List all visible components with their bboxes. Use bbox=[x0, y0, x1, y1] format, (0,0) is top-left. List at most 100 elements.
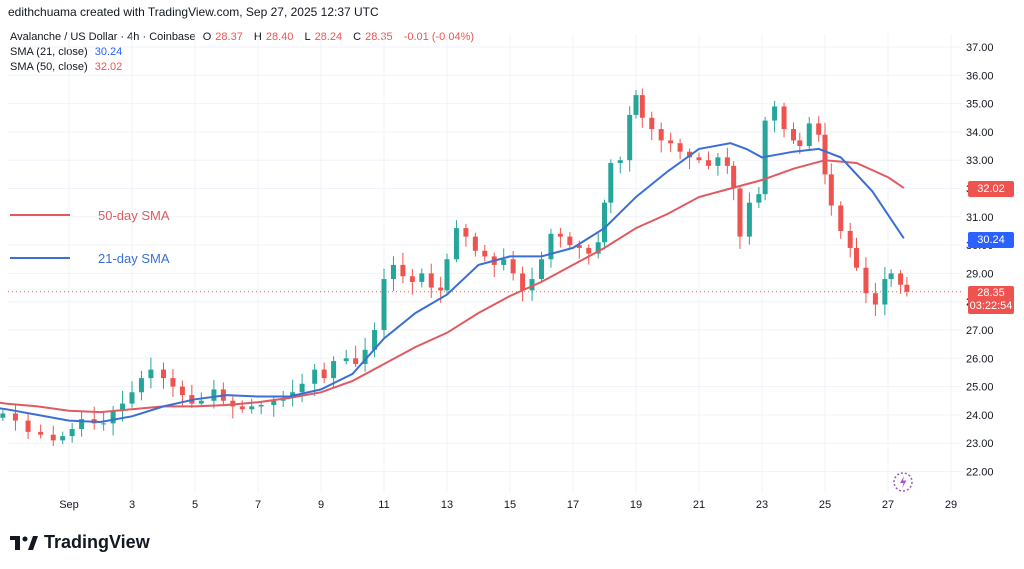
sma50-price-tag: 32.02 bbox=[968, 181, 1014, 197]
candle bbox=[12, 405, 18, 431]
candle-body bbox=[882, 279, 888, 305]
x-axis: Sep 3 5 7 9 11 13 15 17 19 21 23 25 27 29 bbox=[59, 499, 957, 511]
candle-body bbox=[731, 165, 737, 189]
ohlc-close-value: 28.35 bbox=[365, 31, 393, 43]
candle-body bbox=[595, 242, 601, 254]
candle bbox=[138, 370, 144, 401]
candle-body bbox=[797, 140, 803, 147]
tradingview-logo[interactable]: TradingView bbox=[10, 532, 150, 553]
x-tick-label: 27 bbox=[882, 499, 894, 511]
candle-body bbox=[608, 163, 614, 203]
candle-body bbox=[120, 403, 126, 411]
candle bbox=[444, 253, 450, 295]
candle bbox=[898, 270, 904, 294]
candle bbox=[838, 201, 844, 239]
sma21-line bbox=[0, 142, 905, 424]
candle bbox=[463, 223, 469, 247]
chart-grid bbox=[8, 34, 962, 492]
candle-body bbox=[101, 423, 107, 425]
last-price-value: 28.35 bbox=[977, 287, 1005, 299]
candle bbox=[520, 266, 526, 302]
candle-body bbox=[343, 358, 349, 362]
y-tick-label: 34.00 bbox=[966, 127, 994, 139]
candle-body bbox=[79, 419, 85, 430]
y-tick-label: 37.00 bbox=[966, 42, 994, 54]
alert-clock-icon[interactable] bbox=[893, 472, 913, 492]
chart-annotations: 50-day SMA 21-day SMA bbox=[10, 208, 170, 266]
y-tick-label: 27.00 bbox=[966, 325, 994, 337]
candle-body bbox=[617, 160, 623, 164]
candle bbox=[353, 345, 359, 368]
y-tick-label: 26.00 bbox=[966, 353, 994, 365]
candle bbox=[249, 398, 255, 414]
candle bbox=[290, 379, 296, 407]
candle-body bbox=[299, 383, 305, 393]
candle bbox=[60, 431, 66, 445]
x-tick-label: 11 bbox=[378, 499, 389, 511]
candle bbox=[472, 232, 478, 257]
candle bbox=[668, 132, 674, 153]
y-tick-label: 35.00 bbox=[966, 99, 994, 111]
candle-body bbox=[576, 245, 582, 248]
candle bbox=[79, 410, 85, 437]
candle bbox=[343, 349, 349, 365]
sma50-annotation-label: 50-day SMA bbox=[98, 208, 170, 223]
candle bbox=[189, 384, 195, 408]
sma21-label: SMA (21, close) bbox=[10, 46, 88, 58]
candle bbox=[299, 373, 305, 403]
candle-body bbox=[239, 406, 245, 410]
legend-sma50-row[interactable]: SMA (50, close) 32.02 bbox=[10, 60, 478, 75]
candle-body bbox=[602, 202, 607, 243]
candle-body bbox=[482, 250, 488, 257]
candle-body bbox=[557, 233, 563, 237]
candle bbox=[816, 116, 822, 143]
candle bbox=[617, 156, 623, 174]
candle-body bbox=[822, 134, 828, 175]
x-tick-label: 29 bbox=[945, 499, 957, 511]
candle bbox=[321, 362, 327, 384]
y-tick-label: 33.00 bbox=[966, 155, 994, 167]
candle bbox=[828, 163, 834, 216]
candle-body bbox=[198, 400, 204, 404]
candle-body bbox=[633, 95, 639, 115]
candle-body bbox=[129, 392, 135, 404]
legend-sma21-row[interactable]: SMA (21, close) 30.24 bbox=[10, 45, 478, 60]
candle-body bbox=[25, 420, 31, 432]
candle bbox=[25, 414, 31, 439]
candle bbox=[0, 410, 6, 421]
candle-body bbox=[627, 114, 633, 161]
candle bbox=[390, 256, 396, 291]
x-tick-label: 5 bbox=[192, 499, 198, 511]
candle-body bbox=[60, 436, 66, 441]
candle bbox=[428, 263, 434, 298]
sma50-line bbox=[0, 159, 905, 414]
candle bbox=[762, 116, 768, 201]
candle-body bbox=[548, 233, 554, 260]
y-tick-label: 23.00 bbox=[966, 438, 994, 450]
candle-body bbox=[737, 188, 743, 237]
candle bbox=[400, 252, 406, 284]
candle bbox=[746, 192, 752, 245]
candle bbox=[510, 250, 516, 281]
candle bbox=[658, 122, 664, 153]
tradingview-logo-icon bbox=[10, 535, 38, 550]
x-tick-label: 23 bbox=[756, 499, 768, 511]
candle-body bbox=[69, 429, 75, 437]
candle-body bbox=[409, 276, 415, 282]
candle-body bbox=[110, 410, 116, 424]
candle-body bbox=[170, 378, 176, 387]
x-tick-label: 25 bbox=[819, 499, 831, 511]
candle-body bbox=[586, 247, 592, 254]
candle-body bbox=[0, 413, 6, 418]
candle bbox=[362, 337, 368, 372]
x-tick-label: Sep bbox=[59, 499, 79, 511]
candle bbox=[608, 159, 614, 214]
candle bbox=[633, 89, 639, 119]
candle bbox=[791, 122, 796, 144]
candle bbox=[453, 220, 459, 263]
candle bbox=[756, 187, 762, 208]
candle bbox=[724, 147, 730, 174]
candle-body bbox=[828, 174, 834, 206]
symbol-title[interactable]: Avalanche / US Dollar · 4h · Coinbase bbox=[10, 31, 196, 43]
